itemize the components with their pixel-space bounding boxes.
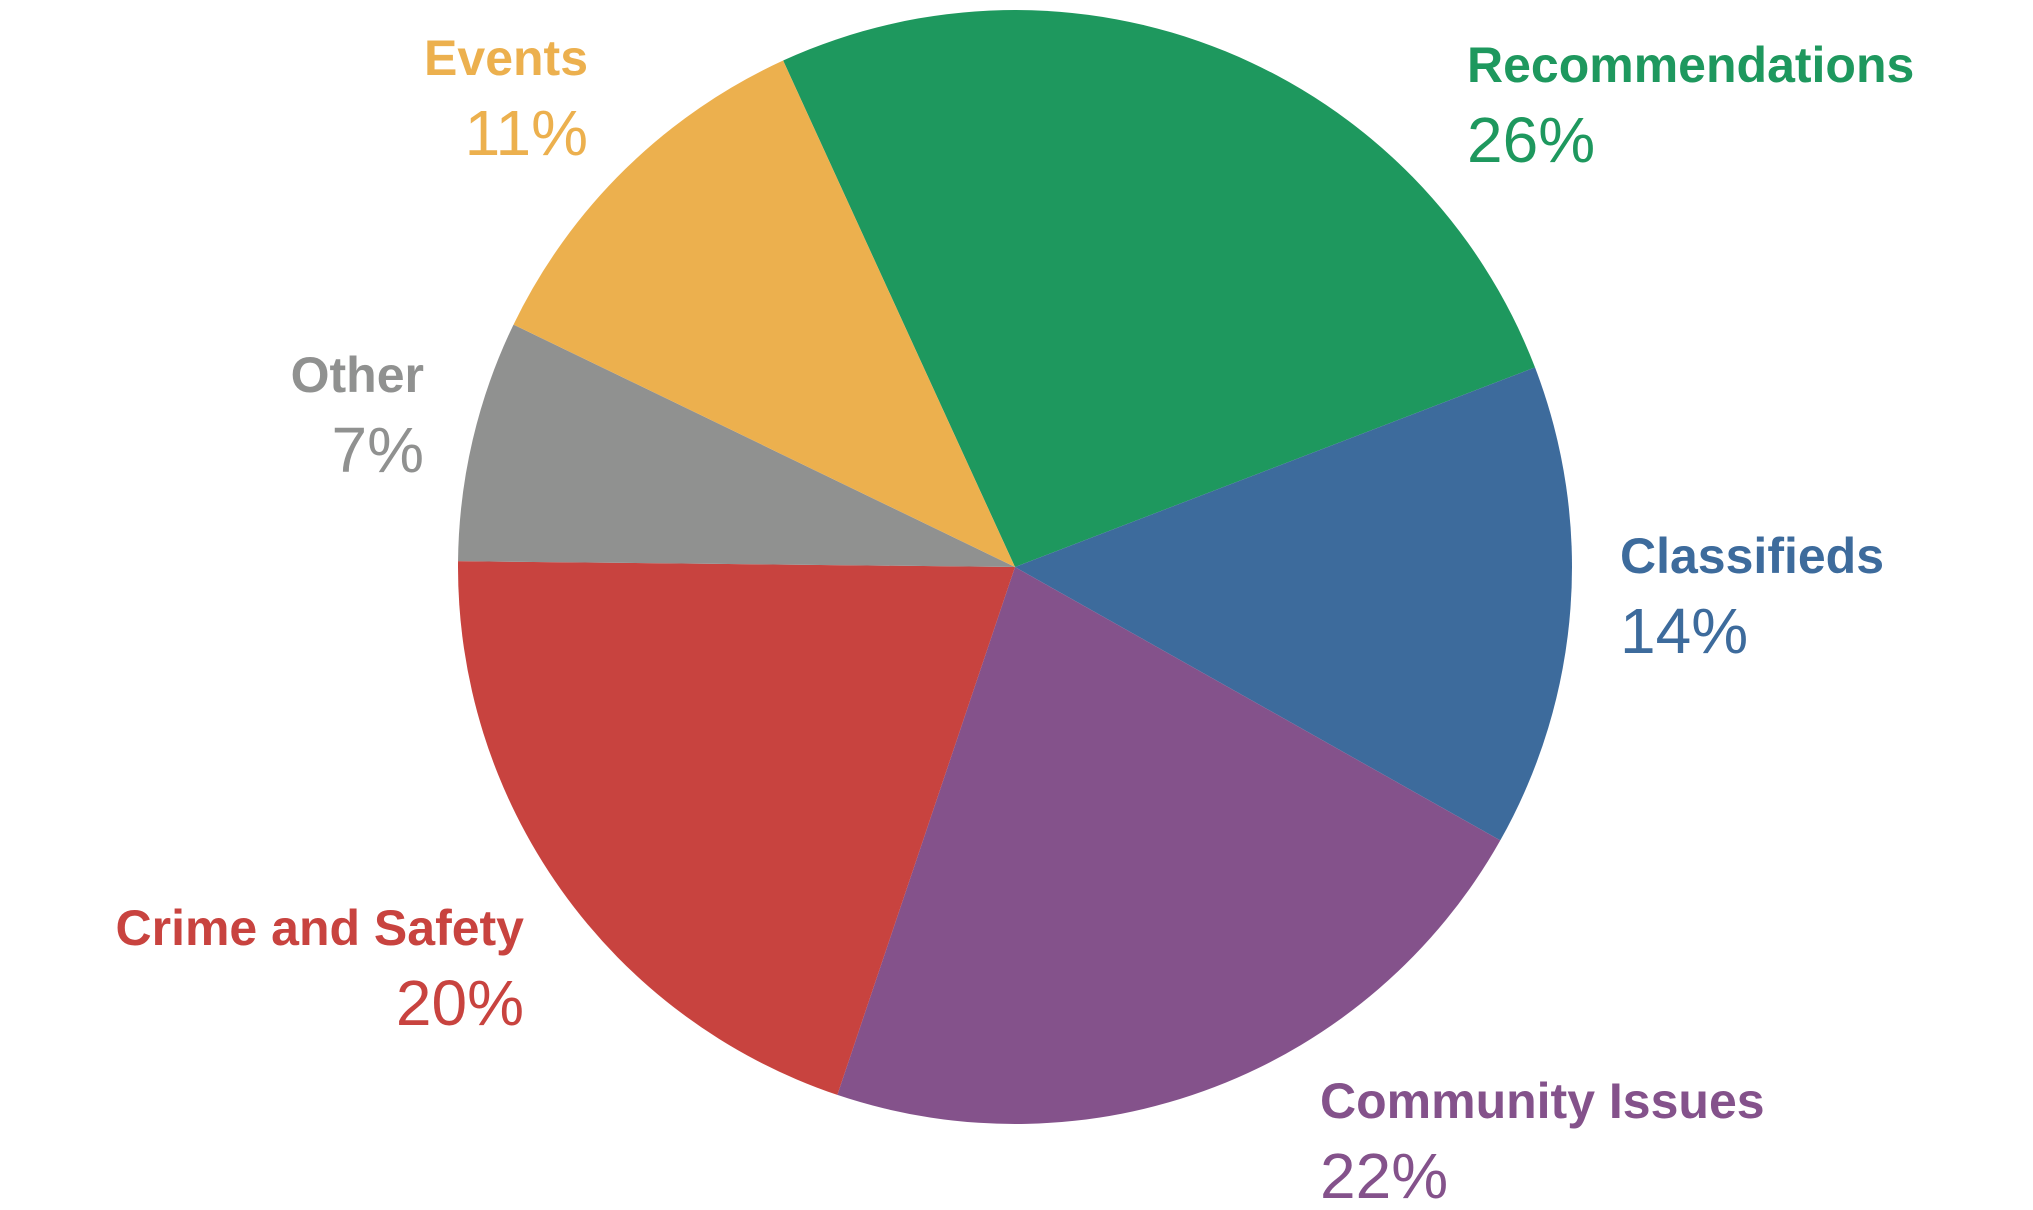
percent-events: 11% xyxy=(465,97,588,169)
percent-crime-and-safety: 20% xyxy=(396,967,524,1039)
percent-community-issues: 22% xyxy=(1320,1140,1448,1210)
percent-other: 7% xyxy=(332,414,425,486)
slice-recommendations xyxy=(783,10,1535,567)
label-other: Other xyxy=(291,347,424,403)
label-recommendations: Recommendations xyxy=(1467,37,1914,93)
label-community-issues: Community Issues xyxy=(1320,1073,1765,1129)
pie-labels: Recommendations 26% Classifieds 14% Communit… xyxy=(116,30,1915,1210)
label-classifieds: Classifieds xyxy=(1620,528,1884,584)
slice-classifieds xyxy=(1015,367,1572,841)
pie-slices xyxy=(457,10,1572,1125)
slice-other xyxy=(458,324,1015,567)
slice-community-issues xyxy=(837,567,1501,1125)
slice-events xyxy=(513,60,1015,568)
slice-crime-and-safety xyxy=(457,561,1015,1095)
percent-recommendations: 26% xyxy=(1467,104,1595,176)
label-crime-and-safety: Crime and Safety xyxy=(116,900,525,956)
percent-classifieds: 14% xyxy=(1620,595,1748,667)
label-events: Events xyxy=(424,30,588,86)
